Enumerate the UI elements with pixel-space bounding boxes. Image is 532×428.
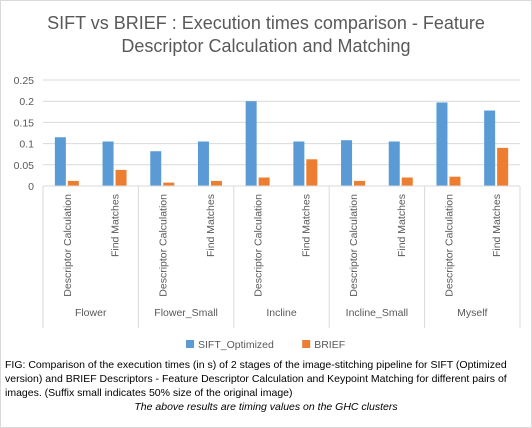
legend-swatch xyxy=(186,340,194,348)
y-tick-label: 0.15 xyxy=(14,117,35,129)
x-category-label: Descriptor Calculation xyxy=(157,194,169,297)
x-category-label: Find Matches xyxy=(205,194,217,257)
y-tick-label: 0.1 xyxy=(19,139,34,151)
legend-label: BRIEF xyxy=(314,339,345,351)
legend-swatch xyxy=(302,340,311,348)
bar-sift-optimized xyxy=(245,101,257,186)
caption-note: The above results are timing values on t… xyxy=(134,401,398,413)
bar-brief xyxy=(258,177,270,186)
x-category-label: Descriptor Calculation xyxy=(348,194,360,297)
bar-brief xyxy=(401,177,413,186)
chart-title-line-2: Descriptor Calculation and Matching xyxy=(121,36,411,56)
bar-sift-optimized xyxy=(102,141,114,186)
bar-sift-optimized xyxy=(436,102,448,186)
bar-sift-optimized xyxy=(484,110,496,186)
bar-sift-optimized xyxy=(150,151,162,186)
bar-brief xyxy=(115,169,127,186)
x-category-label: Descriptor Calculation xyxy=(443,194,455,297)
x-group-label: Flower_Small xyxy=(154,307,218,319)
y-tick-label: 0 xyxy=(28,181,34,193)
bar-brief xyxy=(354,180,366,186)
x-category-label: Descriptor Calculation xyxy=(62,194,74,297)
bar-brief xyxy=(163,182,175,186)
bar-sift-optimized xyxy=(293,141,305,186)
chart-title-line-1: SIFT vs BRIEF : Execution times comparis… xyxy=(47,13,485,33)
x-category-label: Find Matches xyxy=(491,194,503,257)
chart-title: SIFT vs BRIEF : Execution times comparis… xyxy=(0,12,532,58)
bar-brief xyxy=(449,176,461,186)
bar-sift-optimized xyxy=(341,140,353,186)
x-category-label: Descriptor Calculation xyxy=(253,194,265,297)
caption-text: FIG: Comparison of the execution times (… xyxy=(5,359,507,399)
x-group-label: Myself xyxy=(457,307,487,319)
x-category-label: Find Matches xyxy=(300,194,312,257)
bar-sift-optimized xyxy=(388,141,400,186)
x-group-label: Incline xyxy=(266,307,297,319)
x-category-label: Find Matches xyxy=(396,194,408,257)
bar-sift-optimized xyxy=(197,141,209,186)
bar-brief xyxy=(210,180,222,186)
x-category-label: Find Matches xyxy=(110,194,122,257)
bar-brief xyxy=(67,180,79,186)
figure-caption: FIG: Comparison of the execution times (… xyxy=(5,358,527,414)
bar-sift-optimized xyxy=(54,137,66,186)
bar-brief xyxy=(497,147,509,186)
y-tick-label: 0.2 xyxy=(19,96,34,108)
y-tick-label: 0.25 xyxy=(14,75,35,87)
legend-label: SIFT_Optimized xyxy=(198,339,274,351)
x-group-label: Incline_Small xyxy=(346,307,408,319)
y-tick-label: 0.05 xyxy=(14,160,35,172)
x-group-label: Flower xyxy=(75,307,107,319)
bar-brief xyxy=(306,159,318,186)
